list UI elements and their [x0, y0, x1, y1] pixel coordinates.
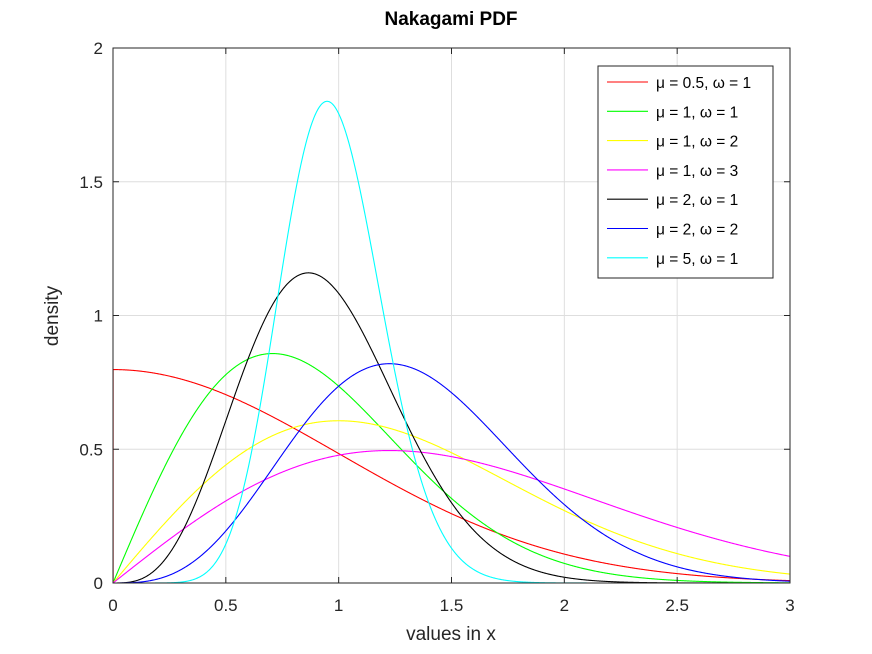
legend-entry-label: μ = 1, ω = 3	[656, 163, 738, 180]
legend-box	[597, 65, 774, 279]
series-line	[112, 449, 791, 584]
x-axis-label: values in x	[406, 624, 496, 645]
x-tick-label: 2	[560, 596, 569, 615]
x-tick-label: 1	[334, 596, 343, 615]
x-tick-label: 3	[785, 596, 794, 615]
x-tick-label: 0	[108, 596, 117, 615]
legend-entry-label: μ = 1, ω = 2	[656, 134, 738, 151]
legend-entry-label: μ = 5, ω = 1	[656, 251, 738, 268]
legend-entry-label: μ = 0.5, ω = 1	[656, 75, 751, 92]
x-tick-label: 0.5	[214, 596, 238, 615]
y-tick-label: 1.5	[79, 173, 103, 192]
y-tick-label: 0.5	[79, 440, 103, 459]
series-line	[113, 363, 791, 584]
series-line	[112, 369, 791, 583]
y-tick-label: 1	[94, 307, 103, 326]
legend-entry-label: μ = 2, ω = 1	[656, 192, 738, 209]
y-tick-label: 0	[94, 574, 103, 593]
y-axis-label: density	[42, 285, 63, 346]
y-tick-label: 2	[94, 39, 103, 58]
series-line	[112, 420, 791, 584]
x-tick-label: 2.5	[665, 596, 689, 615]
x-tick-label: 1.5	[440, 596, 464, 615]
chart-title: Nakagami PDF	[384, 9, 517, 30]
legend: μ = 0.5, ω = 1 μ = 1, ω = 1 μ = 1, ω = 2 μ …	[597, 65, 774, 279]
legend-entry-label: μ = 2, ω = 2	[656, 222, 738, 239]
axis-ticks: 0 0.5 1 1.5 2 2.5 3 0 0.5 1 1.5 2	[79, 39, 794, 615]
legend-entry-label: μ = 1, ω = 1	[656, 104, 738, 121]
